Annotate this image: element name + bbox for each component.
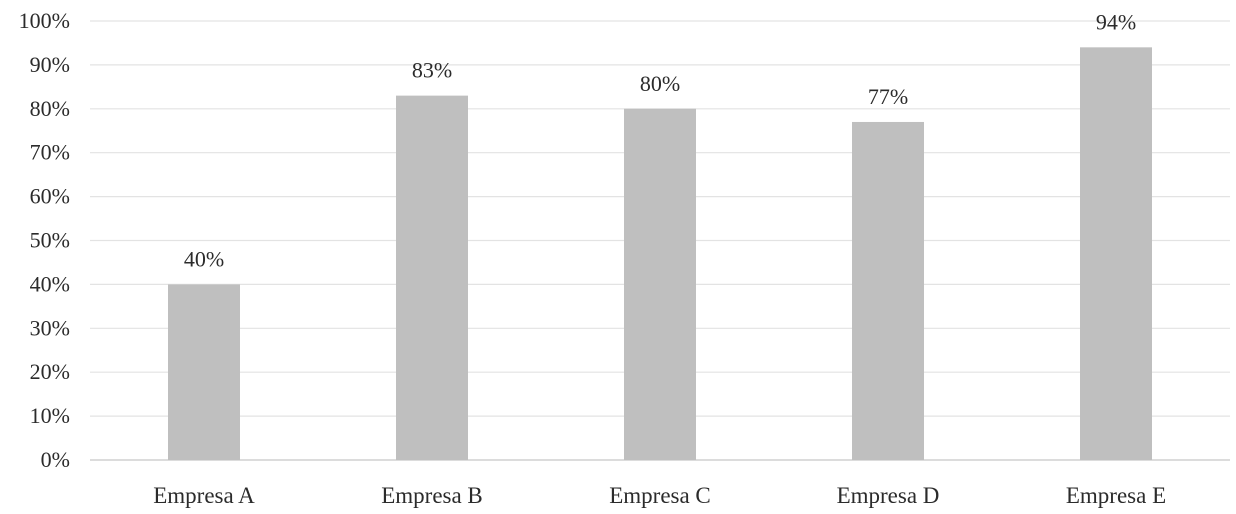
bars	[168, 47, 1152, 461]
y-tick-label: 90%	[30, 52, 70, 77]
bar-empresa-d	[852, 121, 924, 460]
y-axis-ticks: 0% 10% 20% 30% 40% 50% 60% 70% 80% 90% 100%	[19, 8, 70, 472]
y-tick-label: 40%	[30, 271, 70, 296]
x-tick-label: Empresa B	[381, 483, 483, 508]
x-tick-label: Empresa A	[153, 483, 255, 508]
data-labels: 40% 83% 80% 77% 94%	[184, 9, 1136, 271]
y-tick-label: 70%	[30, 140, 70, 165]
data-label: 83%	[412, 58, 452, 83]
x-tick-label: Empresa D	[837, 483, 940, 508]
x-tick-label: Empresa C	[609, 483, 711, 508]
y-tick-label: 60%	[30, 184, 70, 209]
data-label: 40%	[184, 246, 224, 271]
bar-empresa-c	[624, 108, 696, 461]
bar-empresa-a	[168, 284, 240, 460]
y-tick-label: 100%	[19, 8, 70, 33]
data-label: 80%	[640, 71, 680, 96]
data-label: 94%	[1096, 9, 1136, 34]
bar-empresa-e	[1080, 47, 1152, 461]
y-tick-label: 20%	[30, 359, 70, 384]
data-label: 77%	[868, 84, 908, 109]
y-tick-label: 10%	[30, 403, 70, 428]
x-tick-label: Empresa E	[1066, 483, 1166, 508]
y-tick-label: 80%	[30, 96, 70, 121]
y-tick-label: 0%	[41, 447, 70, 472]
y-tick-label: 50%	[30, 228, 70, 253]
y-tick-label: 30%	[30, 315, 70, 340]
bar-empresa-b	[396, 95, 468, 460]
x-axis-ticks: Empresa A Empresa B Empresa C Empresa D Empr…	[153, 483, 1166, 508]
